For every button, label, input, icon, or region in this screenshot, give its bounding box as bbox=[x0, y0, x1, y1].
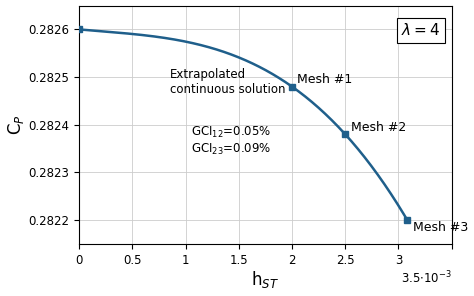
Text: Extrapolated
continuous solution: Extrapolated continuous solution bbox=[170, 67, 285, 96]
Text: Mesh #2: Mesh #2 bbox=[351, 121, 406, 133]
Text: $3.5{\cdot}10^{-3}$: $3.5{\cdot}10^{-3}$ bbox=[401, 270, 452, 287]
Text: GCI$_{12}$=0.05%
GCI$_{23}$=0.09%: GCI$_{12}$=0.05% GCI$_{23}$=0.09% bbox=[191, 125, 271, 157]
Text: Mesh #3: Mesh #3 bbox=[413, 221, 468, 234]
Text: Mesh #1: Mesh #1 bbox=[297, 73, 353, 86]
X-axis label: h$_{ST}$: h$_{ST}$ bbox=[251, 269, 279, 290]
Text: $\lambda = 4$: $\lambda = 4$ bbox=[401, 22, 440, 38]
Y-axis label: C$_P$: C$_P$ bbox=[6, 114, 26, 135]
